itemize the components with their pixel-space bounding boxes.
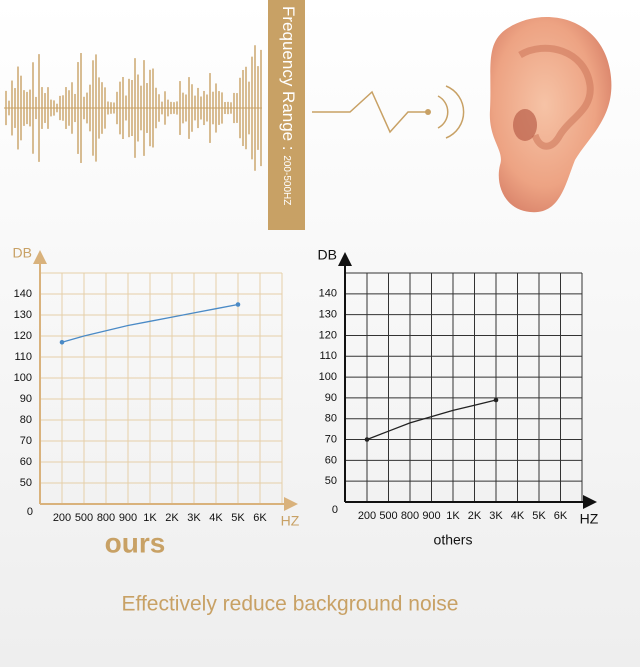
x-tick-label: 2K — [468, 510, 482, 522]
x-tick-label: 6K — [554, 510, 568, 522]
x-tick-label: 800 — [97, 512, 115, 524]
x-tick-label: 1K — [446, 510, 460, 522]
y-axis-title: DB — [318, 247, 337, 263]
y-tick-label: 140 — [319, 288, 337, 300]
x-tick-label: 4K — [511, 510, 525, 522]
x-tick-label: 3K — [489, 510, 503, 522]
end-dot — [235, 302, 241, 307]
x-arrow — [583, 495, 597, 509]
banner — [268, 0, 305, 230]
end-dot — [59, 340, 65, 345]
x-tick-label: 6K — [253, 512, 267, 524]
data-line — [366, 399, 497, 441]
waveform — [4, 45, 262, 171]
y-tick-label: 70 — [325, 433, 337, 445]
y-tick-label: 140 — [14, 288, 32, 300]
y-tick-label: 70 — [20, 435, 32, 447]
x-tick-label: 1K — [143, 512, 157, 524]
x-tick-label: 200 — [358, 510, 376, 522]
y-axis-title: DB — [13, 245, 32, 261]
end-dot — [364, 437, 370, 442]
y-tick-label: 100 — [14, 372, 32, 384]
y-tick-label: 120 — [14, 330, 32, 342]
signal-line — [312, 90, 428, 134]
y-tick-label: 60 — [20, 456, 32, 468]
x-tick-label: 900 — [422, 510, 440, 522]
x-tick-label: 2K — [165, 512, 179, 524]
y-tick-label: 110 — [14, 351, 32, 363]
origin-label: 0 — [27, 506, 33, 518]
y-tick-label: 80 — [20, 414, 32, 426]
y-tick-label: 90 — [325, 392, 337, 404]
y-tick-label: 50 — [325, 475, 337, 487]
end-dot — [493, 397, 499, 403]
x-tick-label: 5K — [231, 512, 245, 524]
signal-arc — [437, 95, 449, 129]
y-tick-label: 90 — [20, 393, 32, 405]
x-tick-label: 900 — [119, 512, 137, 524]
footer: Effectively reduce background noise — [122, 593, 459, 616]
caption: others — [434, 532, 473, 548]
signal-arc — [445, 85, 465, 139]
x-tick-label: 4K — [209, 512, 223, 524]
y-arrow — [338, 252, 352, 266]
ear — [489, 17, 612, 213]
x-tick-label: 800 — [401, 510, 419, 522]
y-tick-label: 110 — [319, 350, 337, 362]
y-tick-label: 120 — [319, 329, 337, 341]
x-axis-title: HZ — [281, 513, 300, 529]
y-tick-label: 130 — [14, 309, 32, 321]
y-tick-label: 50 — [20, 477, 32, 489]
y-tick-label: 100 — [319, 371, 337, 383]
y-tick-label: 130 — [319, 309, 337, 321]
x-tick-label: 500 — [379, 510, 397, 522]
x-tick-label: 200 — [53, 512, 71, 524]
y-arrow — [33, 250, 47, 264]
x-arrow — [284, 497, 298, 511]
data-line — [61, 303, 239, 343]
origin-label: 0 — [332, 504, 338, 516]
y-tick-label: 80 — [325, 413, 337, 425]
x-tick-label: 3K — [187, 512, 201, 524]
y-tick-label: 60 — [325, 454, 337, 466]
banner-text: Frequency Range : 200-500HZ — [279, 6, 298, 205]
x-tick-label: 5K — [532, 510, 546, 522]
signal-dot — [425, 109, 431, 115]
x-tick-label: 500 — [75, 512, 93, 524]
x-axis-title: HZ — [580, 511, 599, 527]
caption: ours — [105, 527, 166, 558]
